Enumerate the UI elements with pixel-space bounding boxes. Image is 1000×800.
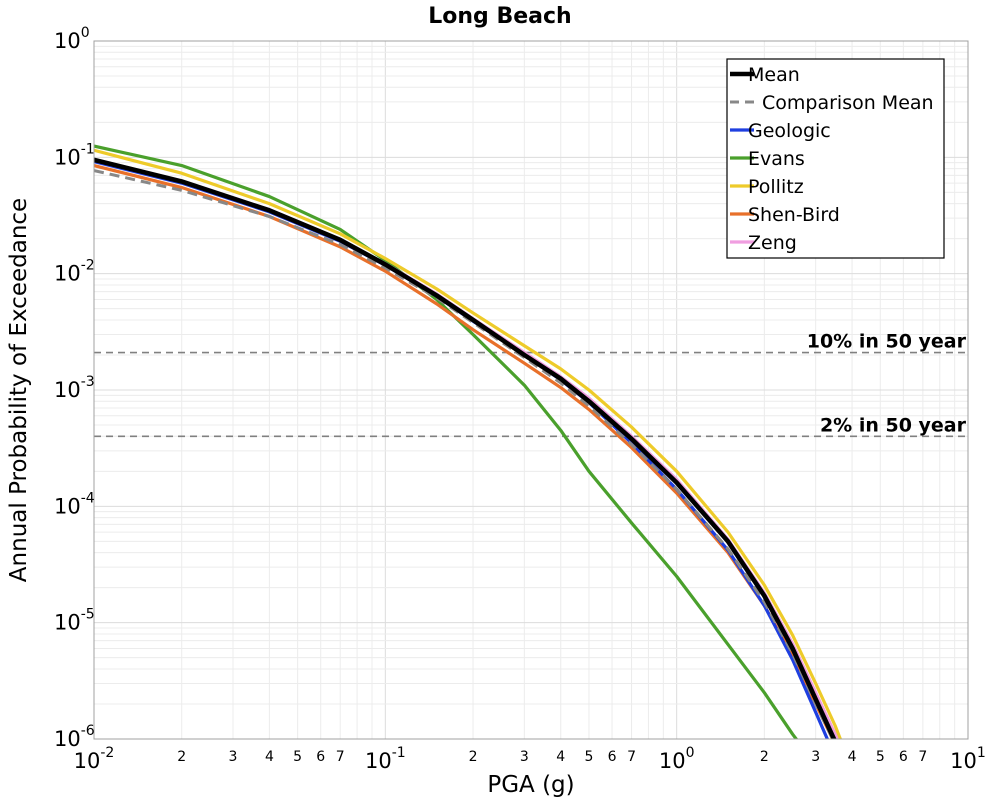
x-minor-tick-label: 6 [899, 749, 908, 765]
x-minor-tick-label: 4 [556, 749, 565, 765]
y-axis-ticks: 100 10-1 10-2 10-3 10-4 10-5 10-6 [54, 25, 95, 751]
x-minor-tick-label: 2 [469, 749, 478, 765]
legend: Mean Comparison Mean Geologic Evans Pollitz S… [726, 58, 945, 259]
x-minor-tick-label: 6 [316, 749, 325, 765]
legend-label: Geologic [748, 120, 831, 142]
legend-label: Pollitz [748, 176, 804, 198]
y-tick-label: 100 [54, 25, 90, 53]
legend-label: Evans [748, 148, 805, 170]
x-minor-tick-label: 7 [336, 749, 345, 765]
x-minor-tick-label: 4 [848, 749, 857, 765]
y-axis-label: Annual Probability of Exceedance [6, 198, 32, 582]
legend-label: Mean [748, 64, 800, 86]
plot-frame [93, 40, 969, 740]
x-minor-tick-label: 7 [918, 749, 927, 765]
x-minor-tick-label: 6 [608, 749, 617, 765]
x-minor-tick-label: 5 [876, 749, 885, 765]
x-minor-tick-label: 3 [229, 749, 238, 765]
x-minor-tick-label: 2 [760, 749, 769, 765]
x-minor-tick-label: 4 [265, 749, 274, 765]
y-tick-label: 10-1 [54, 141, 95, 169]
chart-title: Long Beach [428, 4, 571, 29]
x-tick-label: 101 [950, 745, 986, 773]
x-minor-tick-label: 5 [293, 749, 302, 765]
y-tick-label: 10-5 [54, 607, 95, 635]
x-minor-tick-label: 3 [520, 749, 529, 765]
y-tick-label: 10-3 [54, 374, 95, 402]
reference-line-label: 2% in 50 year [820, 414, 967, 436]
reference-lines: 10% in 50 year 2% in 50 year [94, 331, 968, 438]
x-minor-tick-label: 5 [585, 749, 594, 765]
series-line-evans [94, 144, 799, 739]
series-lines [94, 144, 843, 739]
reference-line-label: 10% in 50 year [807, 331, 967, 353]
x-tick-label: 10-2 [74, 745, 115, 773]
legend-box [726, 58, 945, 259]
legend-label: Shen-Bird [748, 204, 840, 226]
y-tick-label: 10-6 [54, 723, 95, 751]
series-line-mean [94, 157, 837, 739]
x-axis-label: PGA (g) [487, 772, 574, 798]
y-tick-label: 10-4 [54, 490, 95, 518]
x-tick-label: 10-1 [365, 745, 406, 773]
grid-lines [93, 41, 968, 740]
legend-label: Zeng [748, 232, 797, 254]
series-line-pollitz [94, 148, 843, 739]
y-tick-label: 10-2 [54, 258, 95, 286]
x-minor-tick-label: 3 [811, 749, 820, 765]
x-minor-tick-label: 7 [627, 749, 636, 765]
x-minor-tick-label: 2 [177, 749, 186, 765]
legend-label: Comparison Mean [762, 92, 934, 114]
x-tick-label: 100 [659, 745, 695, 773]
